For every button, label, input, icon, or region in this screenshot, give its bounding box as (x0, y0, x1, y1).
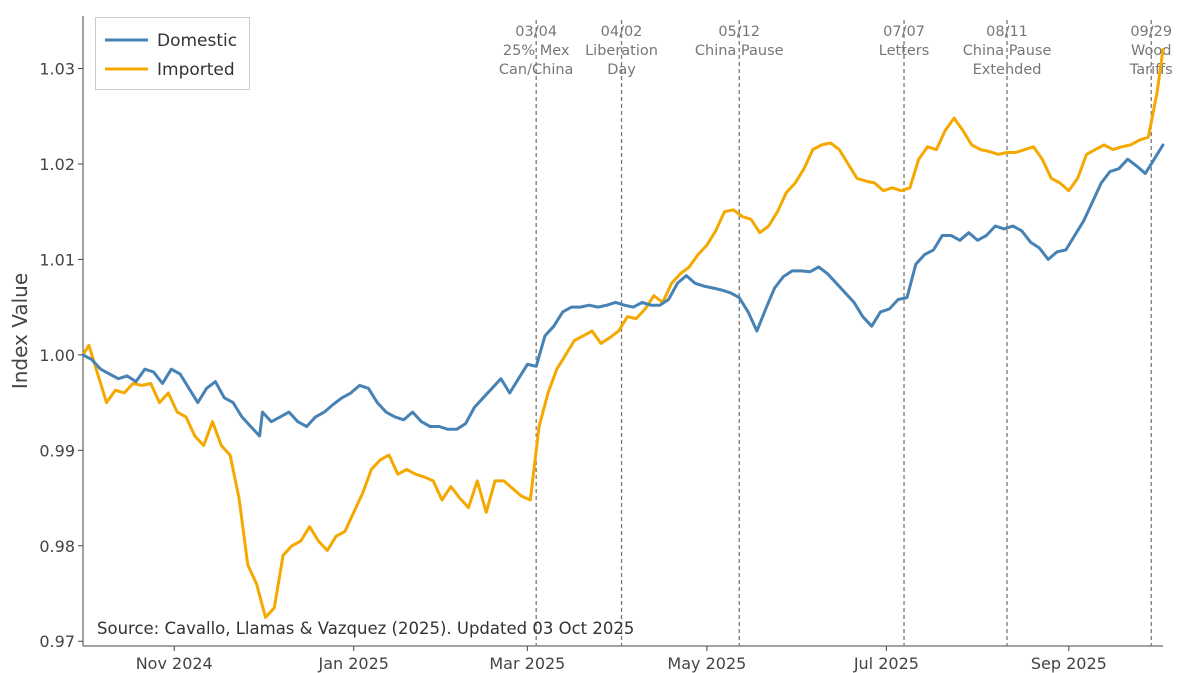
y-tick-label: 1.03 (39, 60, 75, 79)
event-label: Wood (1131, 43, 1171, 59)
series-line-imported (81, 47, 1165, 619)
event-label: 25% Mex (503, 43, 570, 59)
event-label: 08/11 (986, 24, 1028, 40)
series-line-domestic (81, 143, 1165, 438)
event-markers: 03/04 25% Mex Can/China 04/02 Liberation Day 0… (499, 20, 1173, 646)
source-note: Source: Cavallo, Llamas & Vazquez (2025)… (97, 619, 634, 638)
event-label: Day (607, 62, 636, 78)
y-tick-label: 0.98 (39, 537, 75, 556)
event-label: Can/China (499, 62, 574, 78)
y-tick-label: 1.00 (39, 346, 75, 365)
y-tick-label: 0.99 (39, 441, 75, 460)
legend-label-imported: Imported (157, 60, 235, 80)
legend-box (95, 17, 250, 90)
event-label: Extended (973, 62, 1042, 78)
event-label: Letters (879, 43, 930, 59)
plot-area: 0.97 0.98 0.99 1.00 1.01 1.02 1.03 Nov 2024 Jan… (39, 16, 1173, 673)
x-tick-label: Nov 2024 (136, 654, 213, 673)
legend-label-domestic: Domestic (157, 31, 237, 51)
event-label: China Pause (695, 43, 784, 59)
event-label: 07/07 (883, 24, 925, 40)
event-label: 03/04 (515, 24, 557, 40)
x-tick-label: Jul 2025 (853, 654, 919, 673)
event-label: China Pause (963, 43, 1052, 59)
event-label: Liberation (585, 43, 658, 59)
x-tick-label: May 2025 (667, 654, 746, 673)
x-tick-label: Mar 2025 (489, 654, 565, 673)
event-label: 09/29 (1130, 24, 1172, 40)
event-label: 04/02 (601, 24, 643, 40)
y-tick-label: 1.01 (39, 250, 75, 269)
event-label: Tariffs (1129, 62, 1173, 78)
event-label: 05/12 (718, 24, 760, 40)
x-tick-label: Sep 2025 (1031, 654, 1107, 673)
y-axis-title: Index Value (8, 273, 32, 389)
x-tick-label: Jan 2025 (318, 654, 389, 673)
y-tick-label: 0.97 (39, 632, 75, 651)
series-lines (81, 47, 1165, 619)
y-tick-label: 1.02 (39, 155, 75, 174)
y-axis-ticks: 0.97 0.98 0.99 1.00 1.01 1.02 1.03 (39, 60, 83, 651)
legend: Domestic Imported (95, 17, 250, 90)
x-axis-ticks: Nov 2024 Jan 2025 Mar 2025 May 2025 Jul 2025… (136, 646, 1107, 673)
